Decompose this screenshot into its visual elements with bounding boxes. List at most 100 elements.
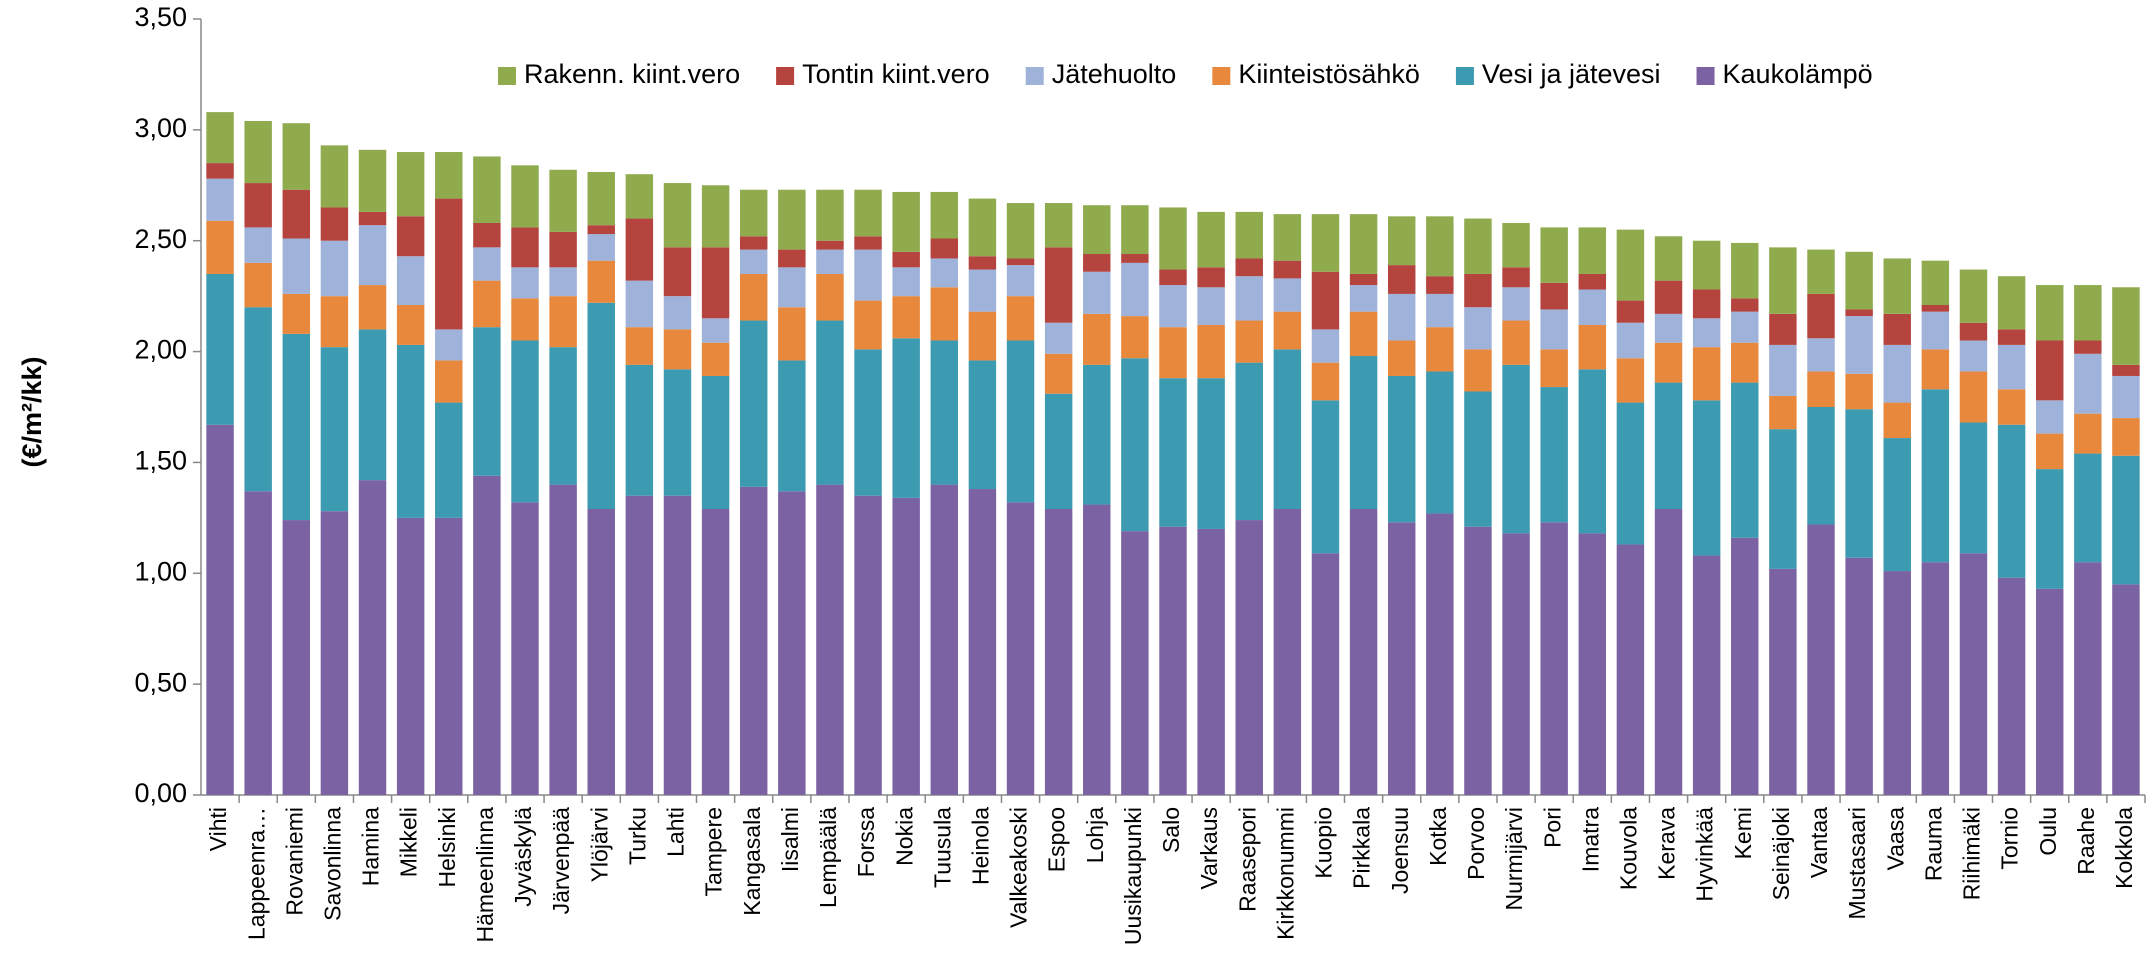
bar-segment [1540,282,1568,310]
bar-segment [1997,329,2026,345]
bar-segment [1502,222,1530,268]
bar-segment [1235,276,1263,321]
bar-segment [1731,342,1759,383]
bar-segment [1654,342,1683,383]
y-tick-label: 0,50 [134,667,187,697]
bar-segment [511,340,539,503]
bar-segment [1578,324,1607,370]
bar-segment [1044,508,1073,795]
legend-swatch [498,67,516,85]
bar-segment [1121,316,1149,359]
bar-segment [2112,455,2140,585]
bar-segment [701,247,730,319]
x-tick-label: Valkeakoski [1006,807,1032,928]
bar-segment [587,260,615,303]
bar-segment [1197,528,1225,795]
bar-segment [206,220,234,274]
x-tick-label: Varkaus [1196,807,1222,890]
bar-segment [1540,387,1568,523]
bar-segment [625,280,654,328]
bar-segment [1044,203,1073,248]
bar-segment [1654,508,1683,795]
bar-segment [1464,218,1492,274]
bar-segment [1311,553,1340,795]
x-tick-label: Ylöjärvi [586,807,612,882]
bar-segment [625,174,654,219]
bar-segment [1731,298,1759,312]
bar-segment [358,480,387,795]
bar-segment [396,305,425,345]
bar-segment [320,207,349,241]
bar-segment [778,491,806,795]
bar-segment [1616,402,1645,545]
bar-segment [701,342,730,376]
bar-segment [1883,313,1911,345]
bar-segment [435,198,463,330]
bar-segment [739,189,768,237]
x-tick-label: Mikkeli [396,807,422,877]
bar-segment [2035,340,2064,401]
bar-segment [2112,364,2140,376]
x-tick-label: Helsinki [434,807,460,888]
bar-segment [1311,362,1340,401]
bar-segment [1616,544,1645,795]
legend-swatch [1696,67,1715,85]
x-tick-label: Nokia [891,807,917,866]
bar-segment [1845,557,1873,795]
bar-segment [1807,407,1835,525]
bar-segment [511,502,539,795]
bar-segment [1387,293,1416,341]
x-tick-label: Kouvola [1615,807,1641,890]
bar-segment [2112,584,2140,795]
bar-segment [1921,311,1950,350]
bar-segment [244,307,272,492]
x-tick-label: Lahti [663,807,689,857]
bar-segment [358,225,387,286]
x-tick-label: Tampere [701,807,727,896]
bar-segment [968,198,997,257]
bar-segment [1159,207,1187,270]
bar-segment [206,273,234,425]
bar-segment [206,112,234,164]
x-tick-label: Kangasala [739,807,765,916]
bar-segment [1692,240,1721,290]
y-tick-label: 2,50 [134,224,187,254]
bar-segment [1845,316,1873,374]
x-tick-label: Espoo [1044,807,1070,872]
x-tick-label: Kerava [1654,807,1680,880]
bar-segment [1311,329,1340,363]
legend-label: Vesi ja jätevesi [1482,59,1661,89]
bar-segment [968,489,997,795]
bar-segment [1349,273,1378,286]
legend-swatch [776,67,795,85]
bar-segment [1159,327,1187,379]
bar-segment [1731,382,1759,538]
bar-segment [1845,251,1873,310]
bar-segment [778,360,806,492]
bar-segment [1654,236,1683,281]
bar-segment [1959,340,1988,372]
bar-segment [320,240,349,297]
bar-segment [1159,526,1187,795]
x-tick-label: Uusikaupunki [1120,807,1146,945]
bar-segment [816,249,844,274]
bar-segment [435,360,463,403]
bar-segment [1921,260,1950,306]
bar-segment [1349,311,1378,357]
x-tick-label: Kotka [1425,807,1451,866]
bar-segment [1044,353,1073,394]
bar-segment [663,329,692,370]
bar-segment [1883,571,1911,795]
bar-segment [358,329,387,481]
legend-swatch [1212,67,1231,85]
bar-segment [1273,214,1302,261]
bar-segment [1006,296,1035,341]
bar-segment [778,307,806,361]
bar-segment [1235,258,1263,277]
bar-segment [1426,327,1454,372]
bar-segment [1197,211,1225,268]
bar-segment [1883,258,1911,314]
bar-segment [358,211,387,226]
legend-swatch [1025,67,1044,85]
bar-segment [2035,285,2064,341]
